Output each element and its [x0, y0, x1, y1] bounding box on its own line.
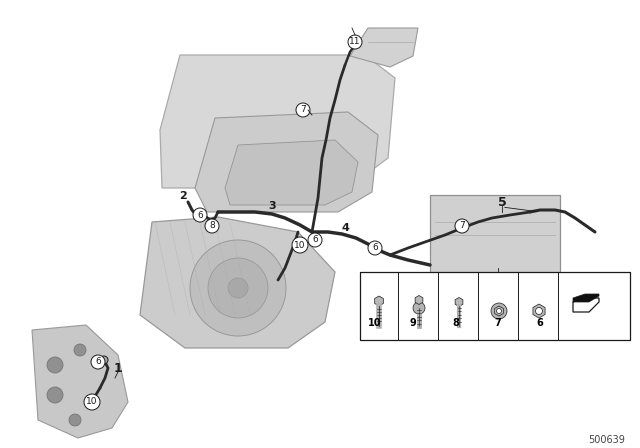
- Circle shape: [536, 307, 543, 314]
- Circle shape: [91, 355, 105, 369]
- Circle shape: [491, 303, 507, 319]
- Text: 6: 6: [312, 236, 318, 245]
- Polygon shape: [430, 275, 570, 283]
- Polygon shape: [573, 294, 599, 302]
- Circle shape: [208, 258, 268, 318]
- Text: 1: 1: [114, 362, 122, 375]
- Text: 8: 8: [452, 318, 459, 328]
- Text: 11: 11: [349, 38, 361, 47]
- Text: 3: 3: [268, 201, 276, 211]
- Polygon shape: [533, 304, 545, 318]
- Circle shape: [296, 103, 310, 117]
- Polygon shape: [374, 296, 383, 306]
- Text: 6: 6: [372, 244, 378, 253]
- Circle shape: [74, 344, 86, 356]
- Polygon shape: [495, 306, 503, 316]
- Circle shape: [368, 241, 382, 255]
- Circle shape: [351, 40, 357, 46]
- Polygon shape: [140, 217, 335, 348]
- FancyBboxPatch shape: [360, 272, 630, 340]
- Circle shape: [100, 356, 108, 364]
- Circle shape: [455, 219, 469, 233]
- Circle shape: [413, 302, 425, 314]
- Polygon shape: [573, 298, 599, 312]
- Text: 500639: 500639: [588, 435, 625, 445]
- Circle shape: [47, 387, 63, 403]
- Circle shape: [348, 35, 362, 49]
- Circle shape: [84, 394, 100, 410]
- Text: 7: 7: [300, 105, 306, 115]
- Text: 6: 6: [95, 358, 101, 366]
- Circle shape: [527, 287, 534, 293]
- Text: 5: 5: [498, 195, 506, 208]
- Text: 10: 10: [368, 318, 381, 328]
- Circle shape: [205, 219, 219, 233]
- Text: 10: 10: [86, 397, 98, 406]
- Circle shape: [193, 212, 200, 220]
- Text: 7: 7: [494, 318, 500, 328]
- Circle shape: [491, 273, 505, 287]
- Text: 7: 7: [459, 221, 465, 231]
- Circle shape: [193, 208, 207, 222]
- Text: 4: 4: [341, 223, 349, 233]
- Polygon shape: [195, 112, 378, 212]
- Polygon shape: [225, 140, 358, 205]
- Text: 6: 6: [536, 318, 543, 328]
- Polygon shape: [32, 325, 128, 438]
- Polygon shape: [415, 296, 423, 305]
- Text: 6: 6: [197, 211, 203, 220]
- Polygon shape: [455, 297, 463, 306]
- Circle shape: [69, 414, 81, 426]
- Circle shape: [228, 278, 248, 298]
- Circle shape: [308, 233, 322, 247]
- Polygon shape: [350, 28, 418, 67]
- Text: 2: 2: [179, 191, 187, 201]
- Circle shape: [190, 240, 286, 336]
- Text: 9: 9: [495, 276, 501, 284]
- Text: 8: 8: [209, 221, 215, 231]
- Text: 9: 9: [410, 318, 417, 328]
- FancyBboxPatch shape: [430, 195, 560, 275]
- Text: 10: 10: [294, 241, 306, 250]
- Circle shape: [497, 309, 502, 314]
- Circle shape: [292, 237, 308, 253]
- Polygon shape: [160, 55, 395, 188]
- Circle shape: [47, 357, 63, 373]
